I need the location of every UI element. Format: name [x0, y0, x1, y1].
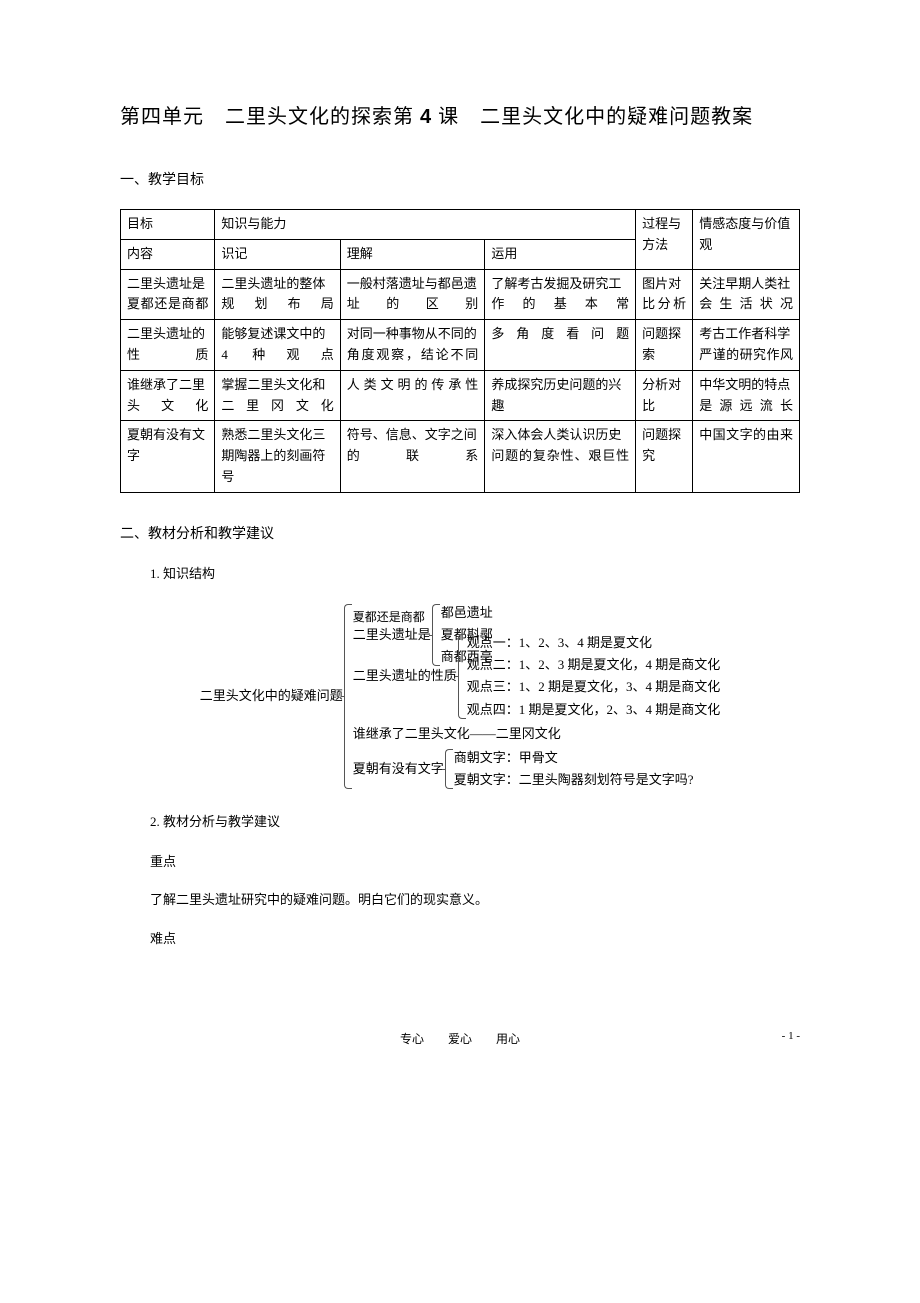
keypoint-label: 重点 — [150, 850, 800, 873]
header-values: 情感态度与价值观 — [693, 210, 800, 270]
header-shiji: 识记 — [215, 239, 340, 269]
table-row: 二里头遗址的性质 能够复述课文中的 4 种观点 对同一种事物从不同的角度观察，结… — [121, 320, 800, 371]
keypoint-text: 了解二里头遗址研究中的疑难问题。明白它们的现实意义。 — [150, 888, 800, 911]
title-prefix: 第四单元 二里头文化的探索第 — [120, 106, 414, 128]
table-row: 目标 知识与能力 过程与方法 情感态度与价值观 — [121, 210, 800, 240]
cell: 二里头遗址是夏都还是商都 — [121, 269, 215, 320]
cell: 二里头遗址的性质 — [121, 320, 215, 371]
section-1-heading: 一、教学目标 — [120, 169, 800, 189]
tree-leaf: 观点一：1、2、3、4 期是夏文化 — [467, 632, 721, 654]
cell: 夏朝有没有文字 — [121, 421, 215, 492]
cell: 中华文明的特点是源远流长 — [693, 370, 800, 421]
cell: 一般村落遗址与都邑遗址的区别 — [340, 269, 485, 320]
cell: 深入体会人类认识历史问题的复杂性、艰巨性 — [485, 421, 636, 492]
page-title: 第四单元 二里头文化的探索第 4 课 二里头文化中的疑难问题教案 — [120, 100, 800, 129]
header-lijie: 理解 — [340, 239, 485, 269]
table-row: 二里头遗址是夏都还是商都 二里头遗址的整体规划布局 一般村落遗址与都邑遗址的区别… — [121, 269, 800, 320]
page-footer: 专心 爱心 用心 - 1 - — [120, 1030, 800, 1047]
header-yunyong: 运用 — [485, 239, 636, 269]
header-content: 内容 — [121, 239, 215, 269]
cell: 人类文明的传承性 — [340, 370, 485, 421]
cell: 图片对比分析 — [636, 269, 693, 320]
cell: 二里头遗址的整体规划布局 — [215, 269, 340, 320]
lesson-number: 4 — [420, 106, 432, 128]
cell: 符号、信息、文字之间的联系 — [340, 421, 485, 492]
header-process: 过程与方法 — [636, 210, 693, 270]
tree-b3: 谁继承了二里头文化——二里冈文化 — [353, 723, 721, 745]
tree-leaf: 观点二：1、2、3 期是夏文化，4 期是商文化 — [467, 654, 721, 676]
cell: 分析对比 — [636, 370, 693, 421]
difficult-label: 难点 — [150, 927, 800, 950]
title-suffix: 课 二里头文化中的疑难问题教案 — [438, 106, 753, 128]
cell: 掌握二里头文化和二里冈文化 — [215, 370, 340, 421]
cell: 多角度看问题 — [485, 320, 636, 371]
tree-b2-label: 二里头遗址的性质 — [353, 665, 457, 687]
cell: 考古工作者科学严谨的研究作风 — [693, 320, 800, 371]
header-knowledge: 知识与能力 — [215, 210, 636, 240]
cell: 谁继承了二里头文化 — [121, 370, 215, 421]
tree-root: 二里头文化中的疑难问题 — [200, 685, 343, 707]
footer-page-number: - 1 - — [782, 1030, 800, 1042]
cell: 养成探究历史问题的兴趣 — [485, 370, 636, 421]
tree-leaf: 商朝文字：甲骨文 — [454, 747, 694, 769]
cell: 问题探索 — [636, 320, 693, 371]
sub-1-heading: 1. 知识结构 — [150, 563, 800, 582]
section-2-heading: 二、教材分析和教学建议 — [120, 523, 800, 543]
cell: 关注早期人类社会生活状况 — [693, 269, 800, 320]
tree-leaf: 观点三：1、2 期是夏文化，3、4 期是商文化 — [467, 676, 721, 698]
footer-motto: 专心 爱心 用心 — [400, 1030, 520, 1047]
tree-leaf: 夏朝文字：二里头陶器刻划符号是文字吗? — [454, 769, 694, 791]
table-row: 谁继承了二里头文化 掌握二里头文化和二里冈文化 人类文明的传承性 养成探究历史问… — [121, 370, 800, 421]
header-goal: 目标 — [121, 210, 215, 240]
goals-table: 目标 知识与能力 过程与方法 情感态度与价值观 内容 识记 理解 运用 二里头遗… — [120, 209, 800, 493]
tree-leaf: 观点四：1 期是夏文化，2、3、4 期是商文化 — [467, 699, 721, 721]
cell: 中国文字的由来 — [693, 421, 800, 492]
tree-b4-label: 夏朝有没有文字 — [353, 758, 444, 780]
knowledge-tree: 二里头文化中的疑难问题 二里头遗址是 都邑遗址 夏都斟鄩 商都西亳 — [120, 602, 800, 791]
cell: 对同一种事物从不同的角度观察，结论不同 — [340, 320, 485, 371]
tree-b1-label-line: 夏都还是商都 — [353, 610, 425, 624]
cell: 能够复述课文中的 4 种观点 — [215, 320, 340, 371]
cell: 熟悉二里头文化三期陶器上的刻画符号 — [215, 421, 340, 492]
sub-2-heading: 2. 教材分析与教学建议 — [150, 811, 800, 830]
cell: 问题探究 — [636, 421, 693, 492]
table-row: 夏朝有没有文字 熟悉二里头文化三期陶器上的刻画符号 符号、信息、文字之间的联系 … — [121, 421, 800, 492]
cell: 了解考古发掘及研究工作的基本常 — [485, 269, 636, 320]
